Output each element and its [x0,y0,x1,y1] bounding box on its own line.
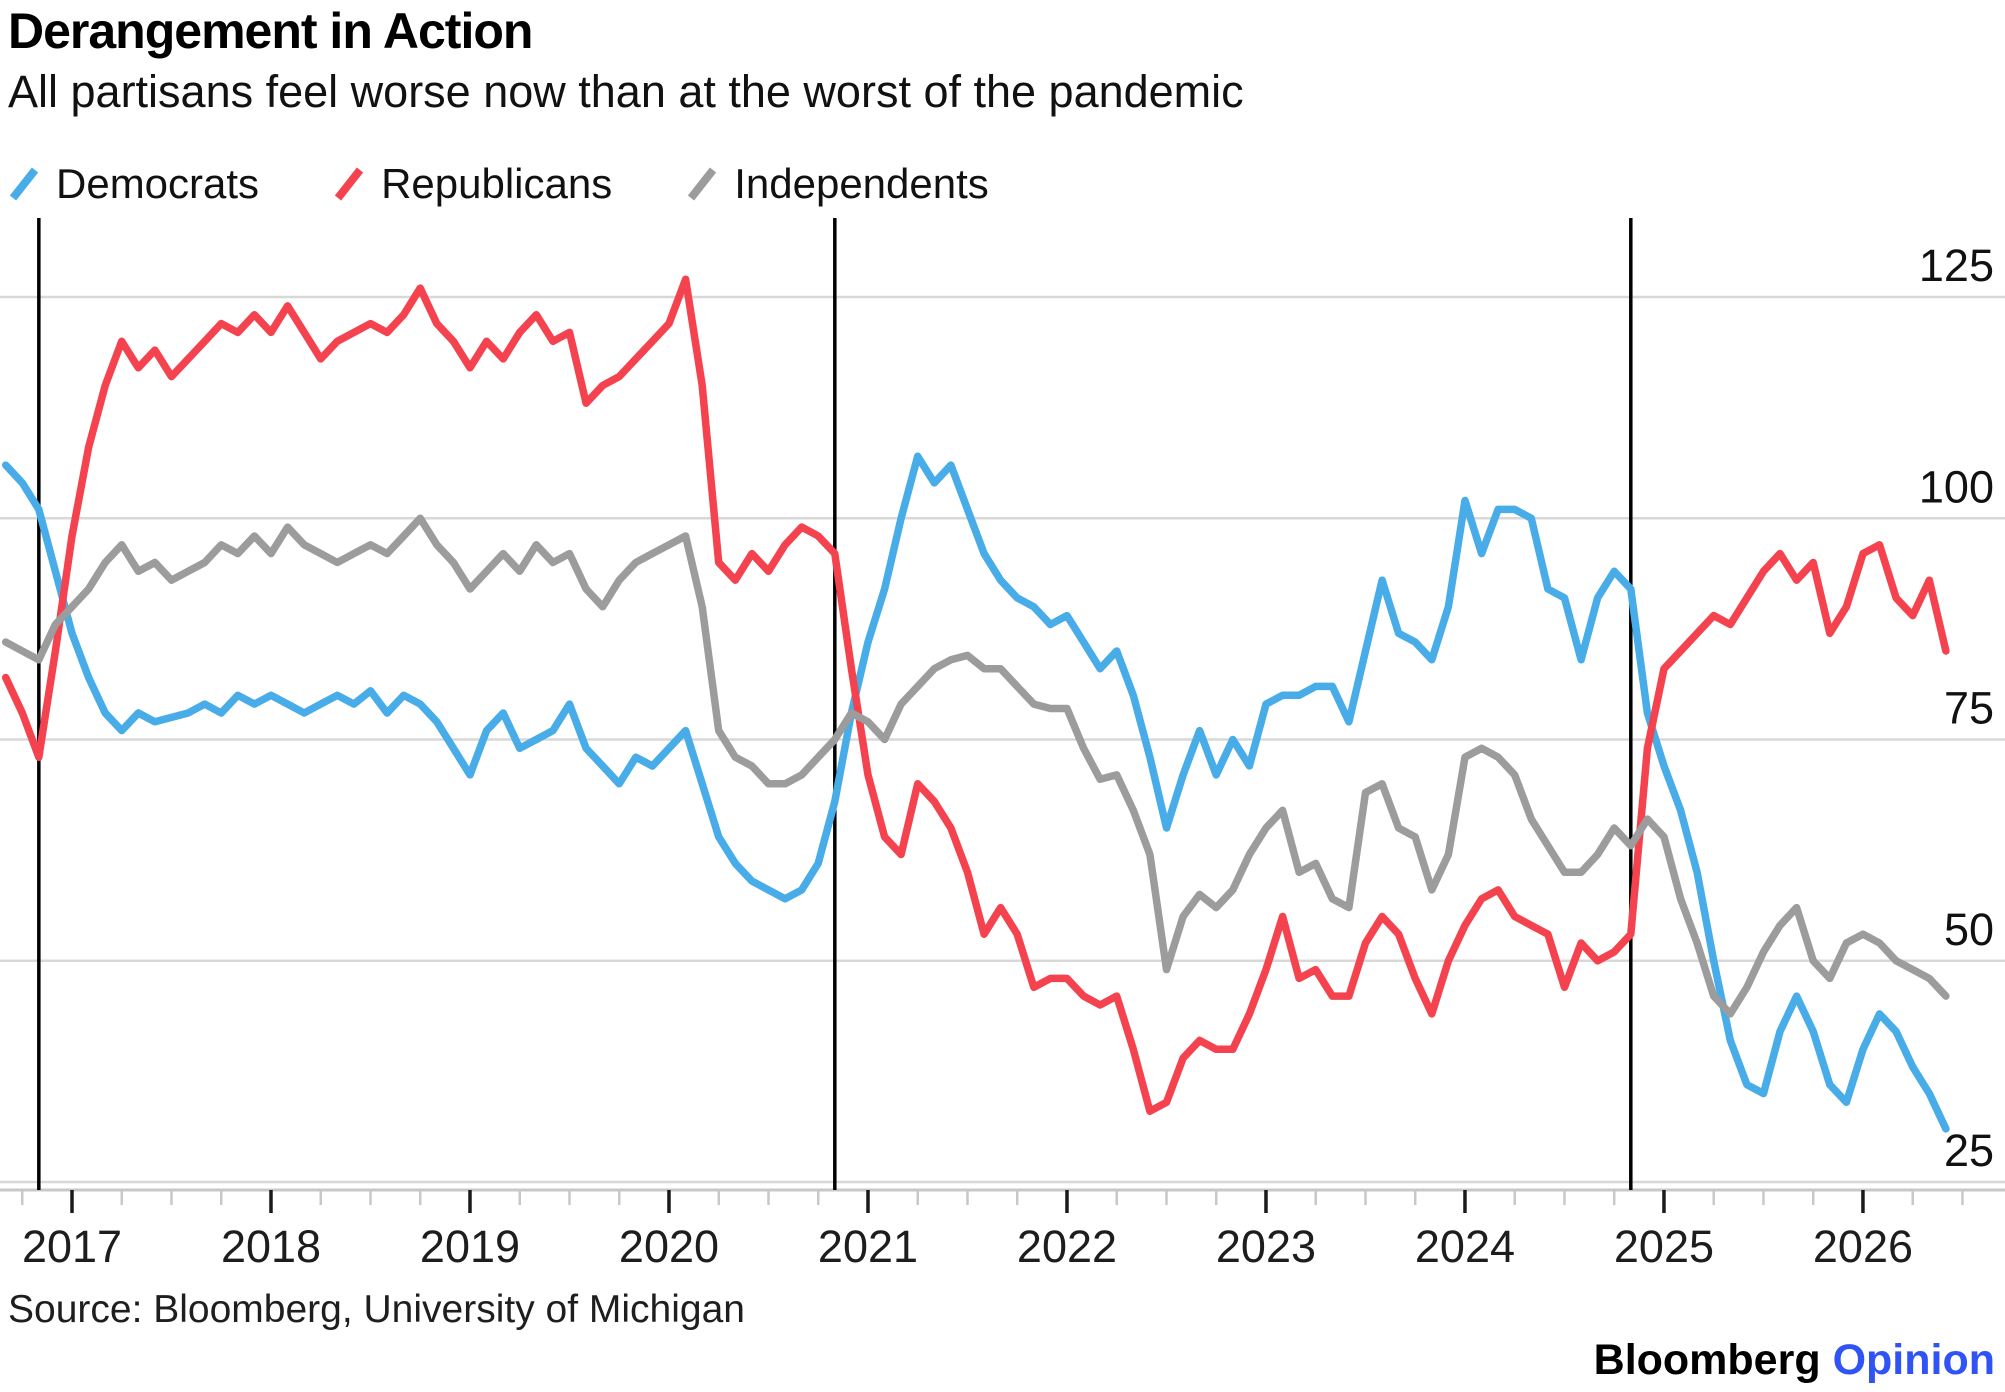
x-axis-label-2018: 2018 [221,1221,321,1272]
legend-item-independents: Independents [686,160,989,208]
democrats-slash-icon [8,164,42,204]
series-line-independents [1,514,1950,1018]
brand-opinion: Opinion [1832,1336,1995,1384]
y-axis-label-25: 25 [1944,1125,1994,1176]
brand-footer: Bloomberg Opinion [1594,1336,1995,1385]
republicans-slash-icon [333,164,367,204]
x-axis-label-2023: 2023 [1216,1221,1316,1272]
series-line-democrats [1,452,1950,1133]
x-axis-label-2026: 2026 [1813,1221,1913,1272]
y-axis-label-75: 75 [1944,683,1994,734]
x-axis-label-2022: 2022 [1017,1221,1117,1272]
legend-label-independents: Independents [734,160,989,207]
x-axis-label-2021: 2021 [818,1221,918,1272]
legend-label-republicans: Republicans [381,160,613,207]
chart-subtitle: All partisans feel worse now than at the… [8,66,1244,117]
legend-label-democrats: Democrats [56,160,260,207]
y-axis-label-125: 125 [1919,240,1994,291]
brand-bloomberg: Bloomberg [1593,1336,1821,1384]
series-line-republicans [1,275,1950,1115]
page-title: Derangement in Action [8,3,533,59]
y-axis-label-100: 100 [1919,461,1994,512]
source-note: Source: Bloomberg, University of Michiga… [8,1288,745,1331]
x-axis-label-2020: 2020 [619,1221,719,1272]
x-axis-label-2017: 2017 [22,1221,122,1272]
independents-slash-icon [686,164,720,204]
y-axis-label-50: 50 [1944,904,1994,955]
x-axis-label-2024: 2024 [1415,1221,1515,1272]
legend-item-republicans: Republicans [333,160,612,208]
chart-legend: Democrats Republicans Independents [8,160,989,208]
x-axis-label-2019: 2019 [420,1221,520,1272]
legend-item-democrats: Democrats [8,160,259,208]
x-axis-label-2025: 2025 [1614,1221,1714,1272]
